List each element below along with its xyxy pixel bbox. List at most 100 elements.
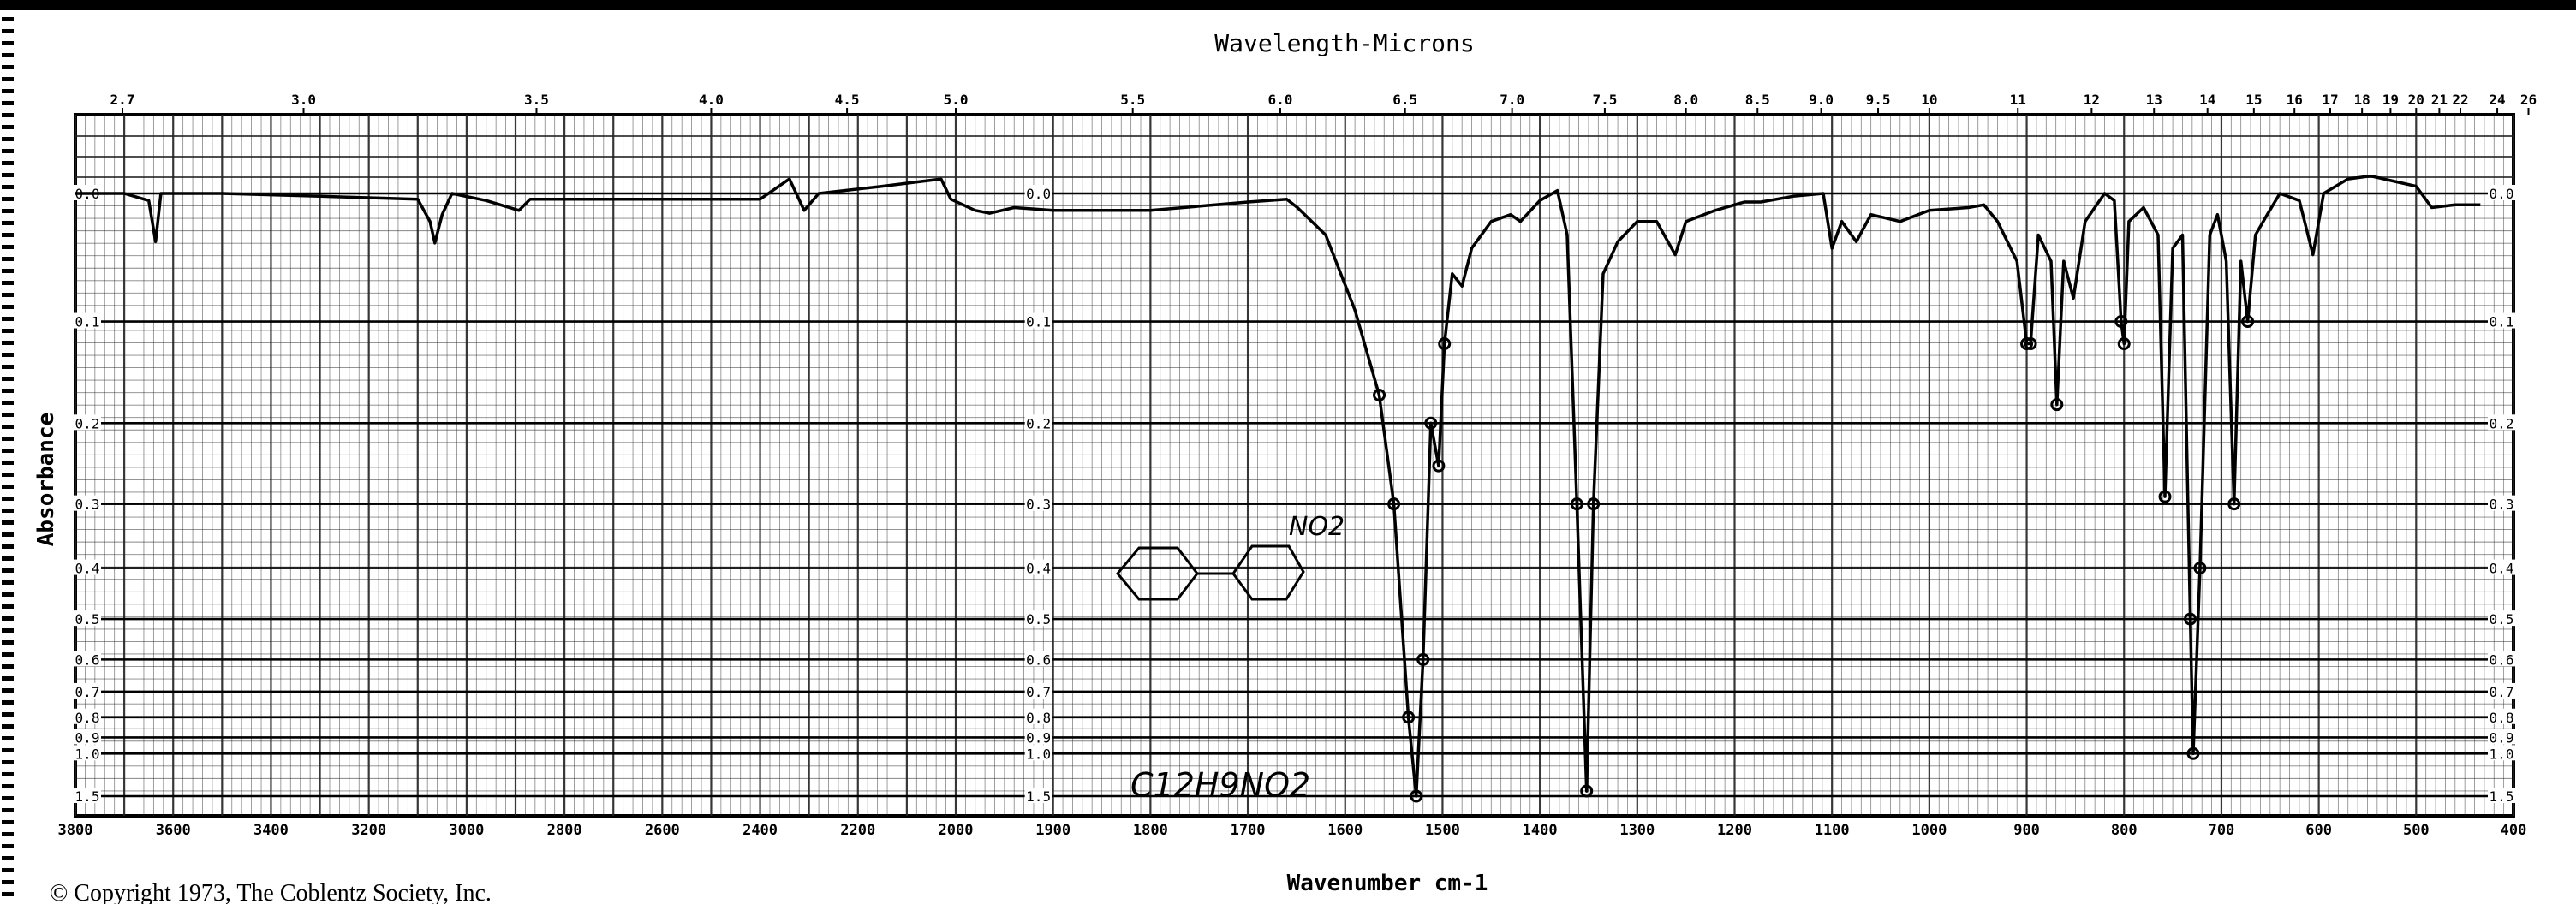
top-tick-label: 9.5 xyxy=(1866,92,1891,108)
film-edge-mark xyxy=(2,760,14,764)
film-edge-mark xyxy=(2,197,14,201)
tick-label-bg xyxy=(74,559,101,575)
film-edge-mark xyxy=(2,281,14,285)
x-tick-label: 500 xyxy=(2403,822,2430,839)
film-edge-mark xyxy=(2,640,14,645)
film-edge-mark xyxy=(2,113,14,117)
axis-ticks: 3800 3600 3400 3200 3000 2800 2600 2400 2200 2000… xyxy=(58,92,2537,839)
film-edge-mark xyxy=(2,616,14,621)
peak-marker xyxy=(2050,398,2064,412)
structure-drawing xyxy=(1116,544,1305,601)
y-tick-label: 0.9 xyxy=(75,729,100,746)
film-edge-mark xyxy=(2,568,14,573)
x-tick-label: 1600 xyxy=(1327,822,1363,839)
top-tick-label: 20 xyxy=(2408,92,2424,108)
film-edge-mark xyxy=(2,41,14,45)
film-edge-mark xyxy=(2,844,14,848)
y-tick-label: 0.4 xyxy=(1026,561,1051,577)
y-tick-label: 0.7 xyxy=(1026,684,1051,700)
peak-marker xyxy=(1373,388,1386,401)
x-tick-label: 2600 xyxy=(645,822,680,839)
film-edge-mark xyxy=(2,17,14,21)
tick-label-bg xyxy=(74,651,101,667)
y-tick-label: 0.5 xyxy=(75,611,100,627)
film-edge-mark xyxy=(2,377,14,381)
film-edge-mark xyxy=(2,353,14,357)
top-tick-label: 4.5 xyxy=(835,92,860,108)
y-tick-label: 0.2 xyxy=(2490,415,2514,431)
y-tick-label: 0.1 xyxy=(75,314,100,330)
y-tick-label: 0.6 xyxy=(1026,651,1051,668)
y-tick-label: 0.9 xyxy=(1026,729,1051,746)
film-edge-mark xyxy=(2,473,14,477)
tick-label-bg xyxy=(1024,682,1052,699)
top-tick-label: 18 xyxy=(2354,92,2370,108)
top-tick-label: 24 xyxy=(2489,92,2505,108)
film-edge-mark xyxy=(2,89,14,93)
tick-label-bg xyxy=(2488,495,2515,511)
x-tick-label: 1700 xyxy=(1231,822,1266,839)
film-edge-mark xyxy=(2,676,14,681)
film-edge-mark xyxy=(2,173,14,177)
film-edge-mark xyxy=(2,413,14,417)
film-edge-mark xyxy=(2,688,14,693)
film-edge-mark xyxy=(2,604,14,609)
film-edge-mark xyxy=(2,29,14,33)
tick-label-bg xyxy=(1024,708,1052,724)
y-tick-label: 1.5 xyxy=(2490,788,2514,805)
film-edge-mark xyxy=(2,592,14,597)
film-edge-mark xyxy=(2,233,14,237)
x-tick-label: 3400 xyxy=(253,822,289,839)
film-edge-mark xyxy=(2,868,14,872)
top-tick-label: 21 xyxy=(2431,92,2448,108)
peak-marker xyxy=(2241,315,2255,329)
tick-label-bg xyxy=(1024,495,1052,511)
tick-label-bg xyxy=(74,610,101,627)
film-edge-mark xyxy=(2,449,14,453)
film-edge-mark xyxy=(2,497,14,501)
x-tick-label: 800 xyxy=(2111,822,2138,839)
y-tick-label: 0.3 xyxy=(1026,497,1051,513)
peak-marker xyxy=(2184,612,2197,626)
film-edge-mark xyxy=(2,137,14,141)
top-tick-label: 17 xyxy=(2322,92,2338,108)
y-tick-label: 0.6 xyxy=(75,651,100,668)
tick-label-bg xyxy=(1024,185,1052,200)
y-tick-label: 1.0 xyxy=(1026,746,1051,762)
x-tick-label: 1000 xyxy=(1911,822,1947,839)
tick-label-bg xyxy=(2488,788,2515,804)
x-tick-label: 700 xyxy=(2209,822,2235,839)
film-edge-mark xyxy=(2,317,14,321)
tick-label-bg xyxy=(2488,708,2515,724)
x-tick-label: 1900 xyxy=(1035,822,1070,839)
top-tick-label: 15 xyxy=(2245,92,2262,108)
x-tick-label: 3800 xyxy=(58,822,93,839)
film-edge-mark xyxy=(2,664,14,669)
tick-label-bg xyxy=(1024,788,1052,804)
peak-marker xyxy=(1416,652,1430,666)
film-edge-mark xyxy=(2,508,14,513)
x-tick-label: 600 xyxy=(2305,822,2332,839)
film-edge-mark xyxy=(2,77,14,81)
film-edge-mark xyxy=(2,293,14,297)
tick-label-bg xyxy=(2488,729,2515,745)
x-tick-label: 1300 xyxy=(1619,822,1655,839)
peak-marker xyxy=(1587,497,1601,511)
top-tick-label: 5.0 xyxy=(944,92,969,108)
y-tick-label: 0.5 xyxy=(2490,611,2514,627)
top-tick-label: 13 xyxy=(2146,92,2162,108)
film-edge-mark xyxy=(2,425,14,429)
y-tick-label: 0.4 xyxy=(75,561,100,577)
film-edge-mark xyxy=(2,736,14,740)
y-tick-label: 0.0 xyxy=(2490,186,2514,202)
film-edge-mark xyxy=(2,748,14,752)
top-tick-label: 8.5 xyxy=(1745,92,1770,108)
film-edge-mark xyxy=(2,389,14,393)
y-axis-label: Absorbance xyxy=(33,413,59,547)
tick-label-bg xyxy=(74,788,101,804)
x-tick-label: 1400 xyxy=(1523,822,1558,839)
y-tick-label: 0.4 xyxy=(2490,561,2514,577)
y-tick-label: 0.8 xyxy=(2490,710,2514,726)
tick-label-bg xyxy=(2488,682,2515,699)
